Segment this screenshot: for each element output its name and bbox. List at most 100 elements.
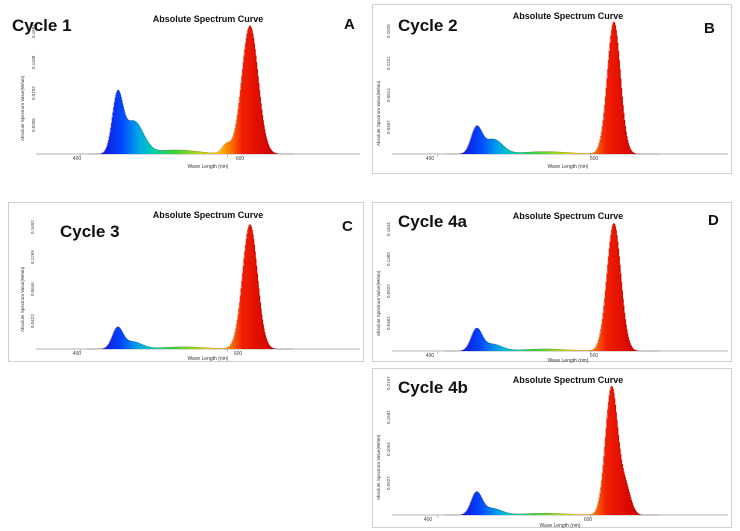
spectrum-band xyxy=(523,513,525,515)
spectrum-band xyxy=(488,343,491,351)
spectrum-band xyxy=(514,349,517,351)
spectrum-band xyxy=(152,347,154,349)
spectrum-band xyxy=(209,347,211,349)
spectrum-band xyxy=(172,347,175,349)
spectrum-band xyxy=(271,150,273,154)
spectrum-band xyxy=(171,150,173,154)
spectrum-band xyxy=(616,419,618,515)
spectrum-band xyxy=(469,341,471,351)
spectrum-band xyxy=(513,349,515,351)
spectrum-band xyxy=(139,126,141,154)
spectrum-band xyxy=(482,133,484,154)
spectrum-band xyxy=(522,152,524,154)
spectrum-band xyxy=(524,513,526,515)
spectrum-band xyxy=(250,225,252,349)
spectrum-band xyxy=(601,324,603,351)
spectrum-band xyxy=(261,109,263,154)
spectrum-band xyxy=(582,350,584,351)
spectrum-band xyxy=(496,344,498,351)
spectrum-band xyxy=(616,35,618,155)
spectrum-band xyxy=(603,456,605,515)
spectrum-band xyxy=(542,348,544,351)
spectrum-band xyxy=(575,152,577,154)
spectrum-band xyxy=(465,150,467,154)
spectrum-band xyxy=(255,55,257,154)
spectrum-band xyxy=(270,148,272,154)
spectrum-band xyxy=(522,349,524,351)
spectrum-band xyxy=(190,150,192,154)
spectrum-band xyxy=(462,153,464,154)
spectrum-band xyxy=(161,150,164,154)
spectrum-band xyxy=(117,326,119,349)
spectrum-band xyxy=(133,341,135,349)
spectrum-band xyxy=(610,35,612,154)
spectrum-band xyxy=(555,349,557,351)
spectrum-band xyxy=(508,512,510,515)
spectrum-band xyxy=(246,33,248,154)
spectrum-band xyxy=(164,150,166,154)
spectrum-band xyxy=(565,349,567,351)
spectrum-band xyxy=(518,152,520,154)
spectrum-band xyxy=(103,151,105,154)
spectrum-band xyxy=(236,324,238,349)
spectrum-band xyxy=(568,152,570,154)
spectrum-band xyxy=(179,150,181,154)
spectrum-band xyxy=(124,336,126,349)
spectrum-band xyxy=(493,138,495,154)
spectrum-band xyxy=(550,348,552,351)
spectrum-band xyxy=(234,331,236,349)
spectrum-band xyxy=(188,346,190,349)
spectrum-band xyxy=(188,150,190,154)
spectrum-band xyxy=(469,140,471,154)
spectrum-band xyxy=(584,153,586,154)
spectrum-band xyxy=(468,506,470,515)
spectrum-band xyxy=(605,437,607,515)
spectrum-band xyxy=(495,139,497,154)
spectrum-band xyxy=(594,348,596,351)
spectrum-band xyxy=(482,335,484,351)
spectrum-band xyxy=(154,347,156,349)
spectrum-band xyxy=(614,25,617,155)
spectrum-band xyxy=(463,152,465,154)
spectrum-band xyxy=(235,124,237,154)
spectrum-band xyxy=(461,514,463,515)
spectrum-band xyxy=(511,349,513,351)
spectrum-band xyxy=(568,513,570,515)
spectrum-band xyxy=(595,151,597,154)
spectrum-band xyxy=(479,331,481,351)
spectrum-band xyxy=(212,152,214,154)
spectrum-band xyxy=(264,129,266,154)
spectrum-band xyxy=(228,346,230,349)
spectrum-band xyxy=(549,513,551,515)
chart-title: Absolute Spectrum Curve xyxy=(512,375,624,385)
spectrum-band xyxy=(199,347,201,349)
spectrum-band xyxy=(547,513,549,515)
y-tick-label: 0.1628 xyxy=(386,24,391,38)
spectrum-band xyxy=(574,514,576,515)
spectrum-band xyxy=(549,348,551,351)
spectrum-band xyxy=(130,120,132,154)
spectrum-band xyxy=(115,94,117,154)
spectrum-band xyxy=(624,126,627,154)
spectrum-band xyxy=(142,344,144,349)
spectrum-band xyxy=(472,130,475,154)
spectrum-band xyxy=(500,143,502,154)
spectrum-band xyxy=(184,150,186,154)
spectrum-band xyxy=(555,151,557,154)
spectrum-band xyxy=(606,418,608,515)
spectrum-band xyxy=(114,329,116,349)
spectrum-band xyxy=(581,153,583,154)
spectrum-band xyxy=(215,152,217,154)
spectrum-band xyxy=(602,319,604,351)
spectrum-band xyxy=(534,349,536,351)
spectrum-band xyxy=(178,149,180,154)
spectrum-band xyxy=(533,513,535,515)
spectrum-band xyxy=(477,328,479,351)
spectrum-band xyxy=(270,347,272,349)
spectrum-band xyxy=(181,150,183,154)
spectrum-band xyxy=(621,459,623,515)
spectrum-band xyxy=(472,497,474,515)
spectrum-band xyxy=(582,350,585,351)
y-tick-label: 0.1844 xyxy=(386,222,391,236)
spectrum-band xyxy=(611,226,614,351)
